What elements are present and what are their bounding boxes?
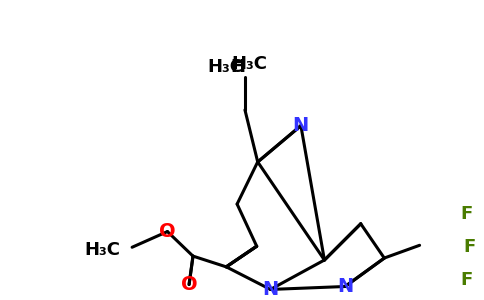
Text: O: O	[181, 275, 197, 294]
Text: N: N	[262, 280, 279, 299]
Text: F: F	[461, 205, 473, 223]
Text: H₃C: H₃C	[232, 55, 268, 73]
Text: F: F	[461, 271, 473, 289]
Text: N: N	[337, 277, 353, 296]
Text: O: O	[159, 222, 176, 241]
Text: F: F	[464, 238, 476, 256]
Text: H: H	[230, 58, 245, 76]
Text: H₃C: H₃C	[84, 241, 121, 259]
Text: N: N	[293, 116, 309, 135]
Text: H₃C: H₃C	[207, 58, 243, 76]
